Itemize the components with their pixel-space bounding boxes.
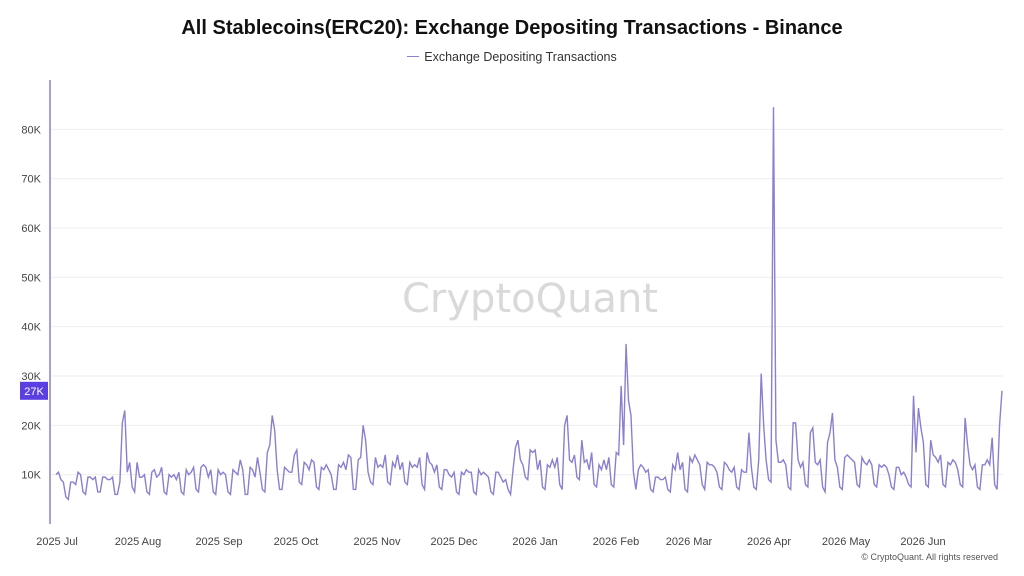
gridlines — [51, 128, 1003, 476]
x-tick-label: 2025 Aug — [115, 536, 162, 548]
y-tick-label: 80K — [21, 124, 41, 136]
x-tick-labels: 2025 Jul 2025 Aug 2025 Sep 2025 Oct 2025 Nov… — [36, 536, 945, 548]
x-tick-label: 2025 Jul — [36, 536, 78, 548]
y-tick-labels: 10K 20K 30K 40K 50K 60K 70K 80K — [21, 124, 41, 481]
x-tick-label: 2025 Oct — [274, 536, 319, 548]
x-tick-label: 2026 May — [822, 536, 871, 548]
series-line[interactable] — [55, 107, 1003, 501]
copyright-text: © CryptoQuant. All rights reserved — [861, 552, 998, 562]
x-tick-label: 2026 Apr — [747, 536, 791, 548]
y-tick-label: 50K — [21, 272, 41, 284]
legend-label: Exchange Depositing Transactions — [424, 50, 617, 64]
x-tick-label: 2025 Sep — [195, 536, 242, 548]
chart-title: All Stablecoins(ERC20): Exchange Deposit… — [181, 17, 843, 39]
legend-swatch — [407, 56, 420, 58]
x-tick-label: 2026 Feb — [593, 536, 639, 548]
x-tick-label: 2025 Nov — [353, 536, 401, 548]
y-tick-label: 10K — [21, 470, 41, 482]
chart-legend[interactable]: Exchange Depositing Transactions — [0, 50, 1024, 64]
x-tick-label: 2026 Mar — [666, 536, 713, 548]
y-tick-label: 20K — [21, 420, 41, 432]
y-tick-label: 30K — [21, 371, 41, 383]
watermark-text: CryptoQuant — [402, 276, 658, 322]
y-tick-label: 60K — [21, 223, 41, 235]
current-value-label: 27K — [24, 386, 44, 398]
current-value-badge-bg — [20, 381, 48, 400]
y-tick-label: 70K — [21, 174, 41, 186]
y-tick-label: 40K — [21, 322, 41, 334]
x-tick-label: 2026 Jun — [900, 536, 945, 548]
x-tick-label: 2025 Dec — [430, 536, 478, 548]
x-tick-label: 2026 Jan — [512, 536, 557, 548]
current-value-badge: 27K — [20, 381, 48, 400]
